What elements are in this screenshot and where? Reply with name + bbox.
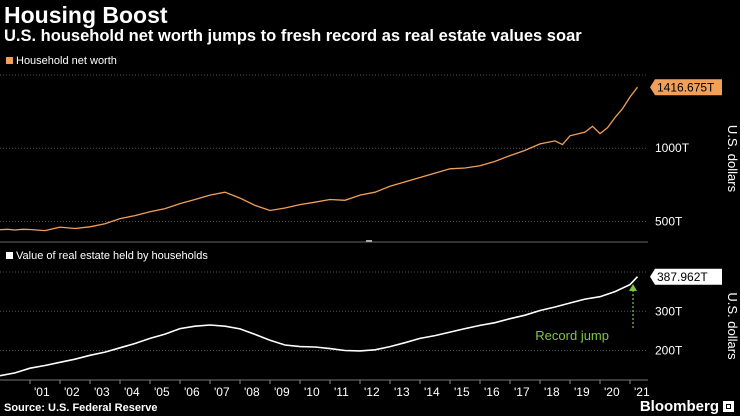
x-tick-label: '14 xyxy=(424,385,440,399)
real-estate-y-tick-label: 300T xyxy=(655,304,683,318)
chart-icon xyxy=(723,401,734,412)
net-worth-last-value-label: 1416.675T xyxy=(657,81,715,95)
x-tick-label: '08 xyxy=(244,385,260,399)
x-tick-label: '11 xyxy=(334,385,349,399)
x-tick-label: '09 xyxy=(274,385,290,399)
net-worth-y-axis-label: U.S. dollars xyxy=(725,125,740,193)
chart-subtitle: U.S. household net worth jumps to fresh … xyxy=(4,27,582,45)
chart-title: Housing Boost xyxy=(4,2,168,28)
x-tick-label: '04 xyxy=(124,385,140,399)
x-tick-label: '13 xyxy=(394,385,410,399)
x-tick-label: '12 xyxy=(364,385,380,399)
x-tick-label: '21 xyxy=(634,385,650,399)
real-estate-legend-swatch xyxy=(6,252,13,259)
x-tick-label: '01 xyxy=(34,385,50,399)
x-tick-label: '05 xyxy=(154,385,170,399)
real-estate-last-value-label: 387.962T xyxy=(657,270,708,284)
x-tick-label: '07 xyxy=(214,385,230,399)
bloomberg-logo-text: Bloomberg xyxy=(639,398,719,415)
real-estate-y-axis-label: U.S. dollars xyxy=(725,292,740,360)
x-tick-label: '02 xyxy=(64,385,80,399)
x-tick-label: '10 xyxy=(304,385,320,399)
source-note: Source: U.S. Federal Reserve xyxy=(4,402,158,414)
record-jump-annotation: Record jump xyxy=(535,328,609,343)
record-jump-arrowhead xyxy=(629,284,637,291)
net-worth-legend-swatch xyxy=(6,57,13,64)
real-estate-last-value-tag: 387.962T xyxy=(650,268,722,285)
real-estate-series-line xyxy=(0,276,639,377)
x-tick-label: '16 xyxy=(484,385,500,399)
real-estate-y-tick-label: 200T xyxy=(655,344,683,358)
x-tick-label: '17 xyxy=(514,385,530,399)
x-tick-label: '06 xyxy=(184,385,200,399)
real-estate-legend-label: Value of real estate held by households xyxy=(16,250,208,262)
net-worth-series-line xyxy=(0,86,639,232)
net-worth-y-tick-label: 1000T xyxy=(655,141,690,155)
x-tick-label: '20 xyxy=(604,385,620,399)
real-estate-panel: Value of real estate held by households … xyxy=(0,250,740,377)
x-tick-label: '03 xyxy=(94,385,110,399)
net-worth-last-value-tag: 1416.675T xyxy=(650,79,722,96)
x-tick-label: '18 xyxy=(544,385,560,399)
bloomberg-logo: Bloomberg xyxy=(640,398,734,415)
x-tick-label: '19 xyxy=(574,385,590,399)
net-worth-legend-label: Household net worth xyxy=(16,55,117,67)
net-worth-y-tick-label: 500T xyxy=(655,214,683,228)
x-tick-label: '15 xyxy=(454,385,470,399)
